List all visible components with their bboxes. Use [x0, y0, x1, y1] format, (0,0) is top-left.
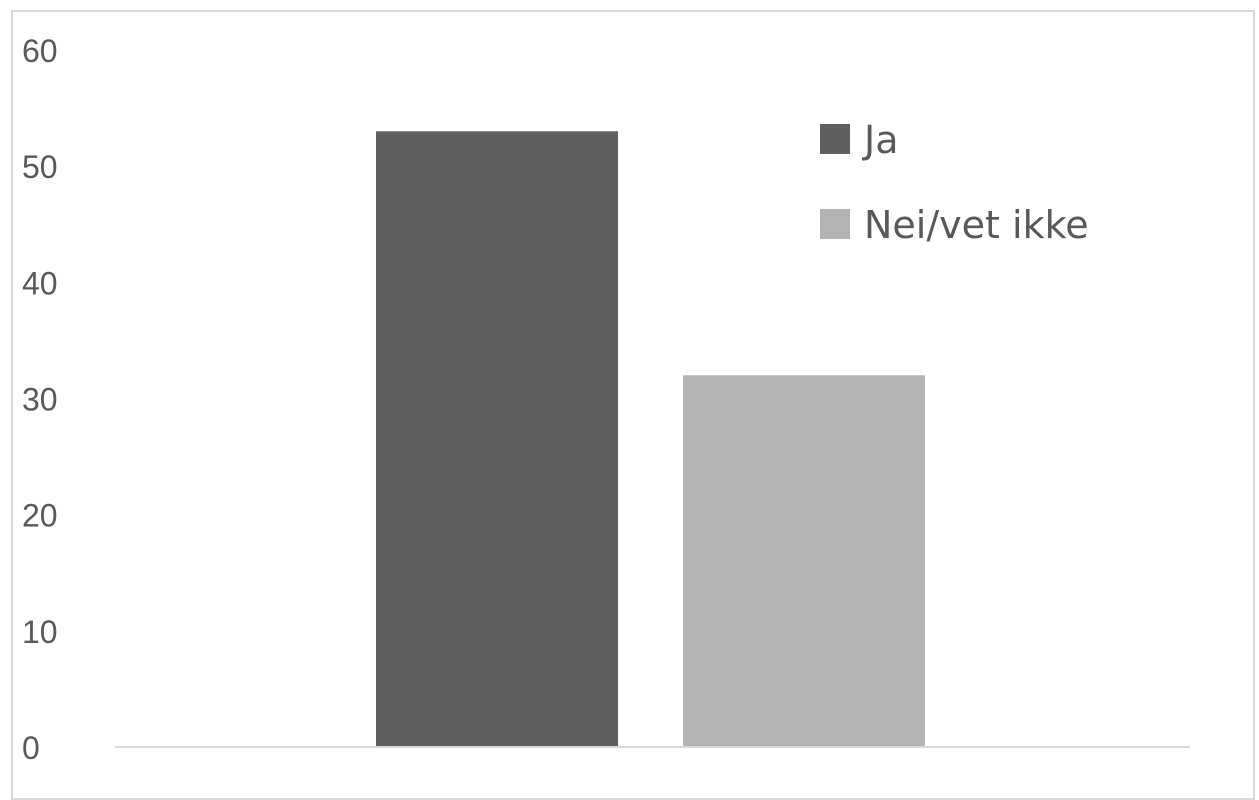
- bar-chart: 0 10 20 30 40 50 60 Ja Nei/vet ikke: [22, 33, 1190, 766]
- chart-frame: [11, 10, 1255, 800]
- y-tick-label: 30: [22, 382, 58, 418]
- legend-label: Ja: [862, 118, 899, 162]
- y-axis-ticks: 0 10 20 30 40 50 60: [22, 33, 58, 766]
- y-tick-label: 10: [22, 614, 58, 650]
- y-tick-label: 40: [22, 265, 58, 301]
- legend-swatch: [820, 209, 850, 239]
- bars: [376, 131, 925, 748]
- legend-swatch: [820, 124, 850, 154]
- y-tick-label: 0: [22, 730, 40, 766]
- legend: Ja Nei/vet ikke: [820, 118, 1089, 247]
- y-tick-label: 50: [22, 149, 58, 185]
- y-tick-label: 60: [22, 33, 58, 69]
- legend-label: Nei/vet ikke: [864, 203, 1089, 247]
- bar-ja: [376, 131, 618, 748]
- y-tick-label: 20: [22, 498, 58, 534]
- bar-nei-vet-ikke: [683, 375, 925, 747]
